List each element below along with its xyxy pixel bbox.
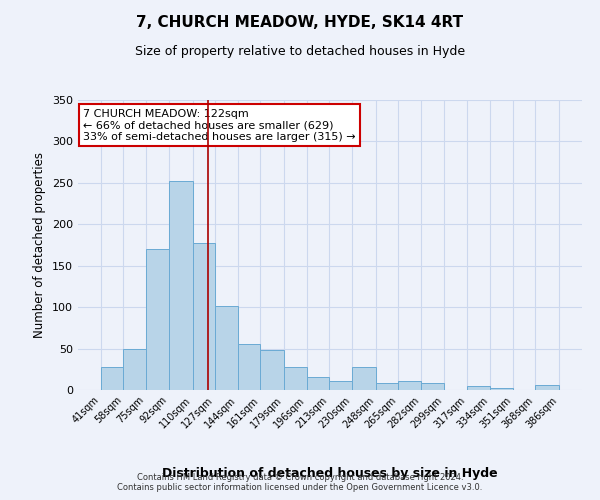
Bar bbox=[421, 384, 443, 390]
Bar bbox=[124, 348, 146, 390]
Bar bbox=[398, 381, 421, 390]
Bar bbox=[169, 181, 193, 390]
Y-axis label: Number of detached properties: Number of detached properties bbox=[34, 152, 46, 338]
Bar bbox=[284, 367, 307, 390]
Text: 7 CHURCH MEADOW: 122sqm
← 66% of detached houses are smaller (629)
33% of semi-d: 7 CHURCH MEADOW: 122sqm ← 66% of detache… bbox=[83, 108, 356, 142]
Bar bbox=[260, 350, 284, 390]
Text: Size of property relative to detached houses in Hyde: Size of property relative to detached ho… bbox=[135, 45, 465, 58]
Bar bbox=[352, 367, 376, 390]
Bar bbox=[490, 388, 512, 390]
Bar bbox=[307, 376, 329, 390]
Bar bbox=[329, 381, 352, 390]
Text: Contains HM Land Registry data © Crown copyright and database right 2024.
Contai: Contains HM Land Registry data © Crown c… bbox=[118, 473, 482, 492]
Bar bbox=[193, 242, 215, 390]
Text: Distribution of detached houses by size in Hyde: Distribution of detached houses by size … bbox=[162, 467, 498, 480]
Bar bbox=[238, 344, 260, 390]
Bar bbox=[376, 384, 398, 390]
Bar bbox=[535, 385, 559, 390]
Bar bbox=[101, 367, 124, 390]
Bar bbox=[146, 249, 169, 390]
Bar bbox=[467, 386, 490, 390]
Text: 7, CHURCH MEADOW, HYDE, SK14 4RT: 7, CHURCH MEADOW, HYDE, SK14 4RT bbox=[136, 15, 464, 30]
Bar bbox=[215, 306, 238, 390]
